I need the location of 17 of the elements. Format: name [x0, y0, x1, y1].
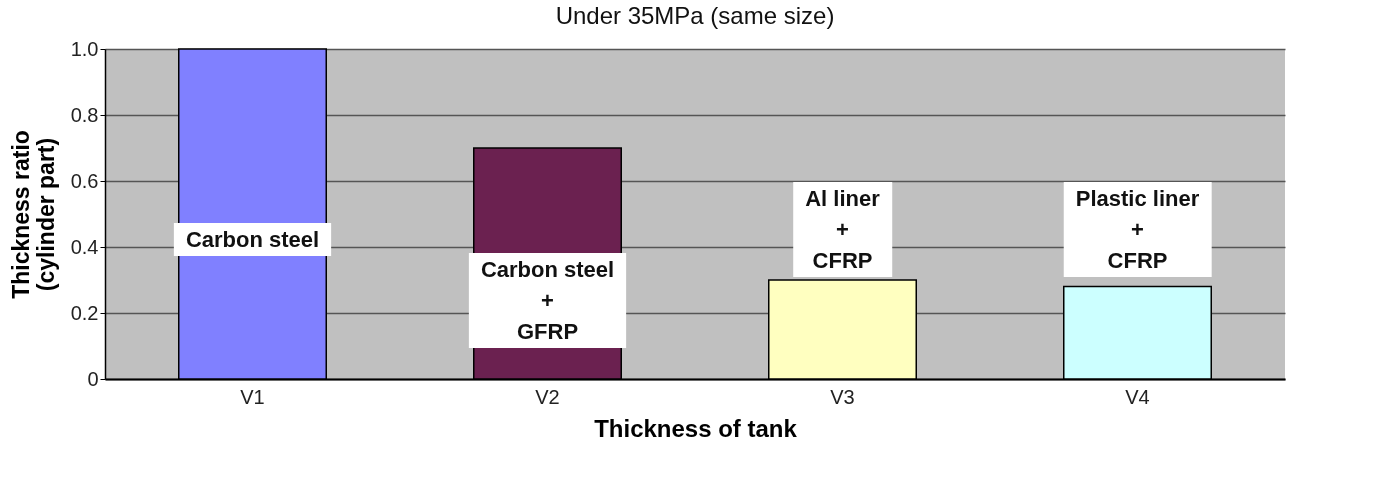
x-tick-label: V3	[830, 385, 855, 408]
x-axis-title: Thickness of tank	[594, 414, 798, 442]
chart-title: Under 35MPa (same size)	[555, 2, 835, 29]
x-tick-label: V4	[1125, 385, 1150, 408]
annotation: Carbon steel + GFRP	[480, 257, 615, 344]
y-tick-label: 0.2	[70, 301, 99, 324]
y-tick-label: 0.4	[70, 235, 99, 258]
y-axis-title: Thickness ratio (cylinder part)	[7, 130, 59, 299]
y-tick-label: 1.0	[70, 37, 99, 60]
x-tick-label: V2	[535, 385, 560, 408]
annotation: Plastic liner + CFRP	[1075, 186, 1200, 273]
y-tick-label: 0.8	[70, 103, 99, 126]
y-tick-label: 0	[87, 367, 99, 390]
annotation: Carbon steel	[185, 227, 320, 252]
annotation: Al liner + CFRP	[805, 186, 881, 273]
y-tick-label: 0.6	[70, 169, 99, 192]
x-tick-label: V1	[240, 385, 265, 408]
